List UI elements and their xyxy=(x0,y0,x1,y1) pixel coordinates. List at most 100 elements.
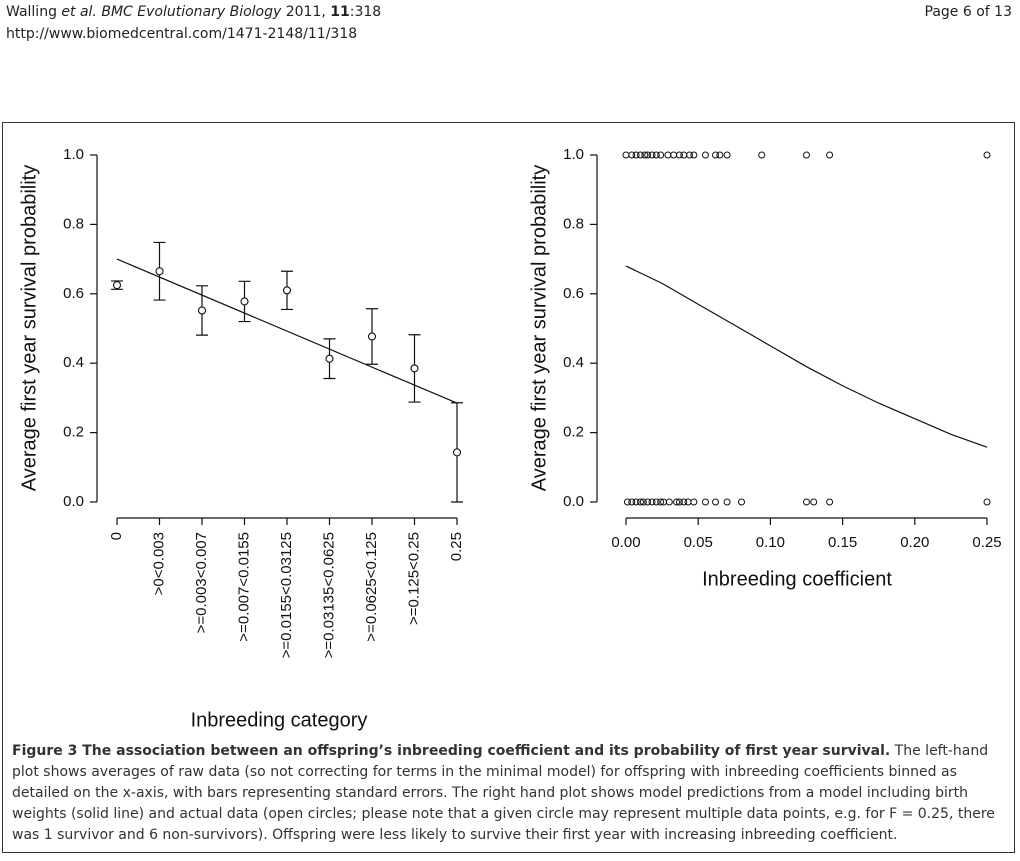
y-tick-label: 0.4 xyxy=(563,354,584,371)
point xyxy=(641,151,649,159)
point xyxy=(690,151,698,159)
x-tick-label: 0.10 xyxy=(756,534,785,551)
y-axis-title: Average first year survival probability xyxy=(528,165,550,491)
y-tick-label: 0.8 xyxy=(63,215,84,232)
point xyxy=(632,151,640,159)
y-tick-label: 1.0 xyxy=(63,146,84,163)
point xyxy=(452,448,462,457)
fit-line xyxy=(116,258,458,404)
point xyxy=(684,498,692,506)
x-tick-label: 0.25 xyxy=(972,534,1001,551)
y-tick-label: 1.0 xyxy=(563,146,584,163)
y-tick-label: 0.4 xyxy=(63,354,84,371)
point xyxy=(628,498,636,506)
x-tick-label: >=0.03135<0.0625 xyxy=(320,532,337,658)
y-tick-label: 0.6 xyxy=(563,285,584,302)
citation-part: BMC Evolutionary Biology xyxy=(96,4,282,20)
x-tick-label: >0<0.003 xyxy=(150,532,167,595)
point xyxy=(665,498,673,506)
point xyxy=(680,151,688,159)
citation-part: et al. xyxy=(61,4,97,20)
point xyxy=(632,498,640,506)
x-tick-label: 0.15 xyxy=(828,534,857,551)
point xyxy=(197,306,207,315)
x-tick-label: 0.25 xyxy=(448,532,465,561)
point xyxy=(240,297,249,306)
point xyxy=(680,498,688,506)
point xyxy=(657,151,665,159)
point xyxy=(712,498,720,506)
y-tick-label: 0.6 xyxy=(63,285,84,302)
point xyxy=(628,151,636,159)
x-tick-label: 0.20 xyxy=(900,534,929,551)
y-tick-label: 0.0 xyxy=(63,493,84,510)
url: http://www.biomedcentral.com/1471-2148/1… xyxy=(6,26,358,42)
point xyxy=(652,498,660,506)
point xyxy=(367,332,377,341)
point xyxy=(810,498,818,506)
point xyxy=(325,354,334,363)
point xyxy=(723,151,731,159)
point xyxy=(112,281,122,290)
point xyxy=(803,498,810,506)
x-tick-label: 0 xyxy=(108,532,125,540)
point xyxy=(983,498,991,506)
point xyxy=(716,151,724,159)
point xyxy=(670,151,678,159)
citation: Walling et al. BMC Evolutionary Biology … xyxy=(6,4,381,20)
y-tick-label: 0.2 xyxy=(63,424,84,441)
point xyxy=(623,498,631,506)
y-tick-label: 0.8 xyxy=(563,215,584,232)
citation-part: Walling xyxy=(6,4,62,20)
x-axis-title: Inbreeding coefficient xyxy=(702,568,892,590)
citation-part: 11 xyxy=(330,4,350,20)
point xyxy=(644,498,652,506)
point xyxy=(712,151,720,159)
point xyxy=(738,498,746,506)
point xyxy=(675,498,683,506)
point xyxy=(657,498,665,506)
point xyxy=(664,151,672,159)
point xyxy=(636,498,644,506)
caption: Figure 3 The association between an offs… xyxy=(12,741,1010,846)
citation-part: 2011, xyxy=(281,4,331,20)
point xyxy=(648,151,656,159)
x-tick-label: 0.05 xyxy=(684,534,713,551)
point xyxy=(803,151,810,159)
point xyxy=(826,498,834,506)
point xyxy=(648,498,656,506)
point xyxy=(701,498,709,506)
x-tick-label: >=0.0625<0.125 xyxy=(363,532,380,642)
point xyxy=(826,151,834,159)
x-tick-label: >=0.0155<0.03125 xyxy=(278,532,295,658)
point xyxy=(282,286,292,295)
point xyxy=(636,151,644,159)
x-tick-label: 0.00 xyxy=(611,534,640,551)
point xyxy=(410,364,419,373)
figure-box xyxy=(2,122,1015,853)
point xyxy=(686,151,694,159)
x-tick-label: >=0.125<0.25 xyxy=(405,532,422,625)
point xyxy=(758,151,766,159)
caption-title: Figure 3 The association between an offs… xyxy=(12,743,891,759)
citation-part: :318 xyxy=(349,4,382,20)
point xyxy=(155,267,164,276)
x-axis-title: Inbreeding category xyxy=(191,709,368,731)
y-tick-label: 0.2 xyxy=(563,424,584,441)
point xyxy=(701,151,709,159)
point xyxy=(622,151,630,159)
x-tick-label: >=0.007<0.0155 xyxy=(235,532,252,642)
point xyxy=(723,498,731,506)
page-number: Page 6 of 13 xyxy=(924,4,1012,20)
point xyxy=(644,151,652,159)
x-tick-label: >=0.003<0.007 xyxy=(193,532,210,633)
point xyxy=(983,151,991,159)
caption-body: The left-hand plot shows averages of raw… xyxy=(12,743,995,843)
y-axis-title: Average first year survival probability xyxy=(18,165,40,491)
point xyxy=(675,151,683,159)
point xyxy=(673,498,681,506)
y-tick-label: 0.0 xyxy=(563,493,584,510)
point xyxy=(690,498,698,506)
